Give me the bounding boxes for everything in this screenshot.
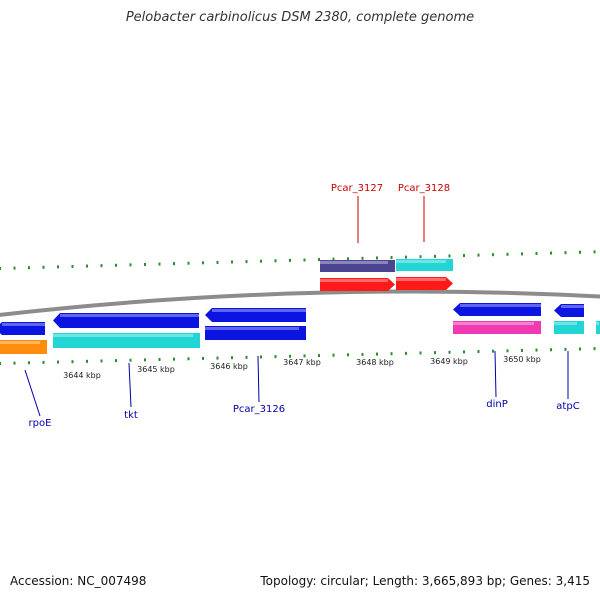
feature-pcar-3127-top-highlight [320, 261, 388, 264]
feature-dinp-highlight [460, 304, 541, 307]
gene-features [0, 259, 600, 354]
gene-label-atpc[interactable]: atpC [556, 401, 579, 412]
outer-tick-track [0, 250, 596, 270]
feature-rpoe-highlight [2, 323, 45, 326]
leader-rpoe [24, 369, 41, 417]
kbp-label-3646: 3646 kbp [210, 362, 248, 371]
feature-rpoe-inner-highlight [0, 341, 40, 344]
feature-pcar-3127[interactable] [320, 278, 395, 291]
gene-label-leaders [24, 196, 569, 417]
feature-dinp[interactable] [453, 303, 541, 316]
feature-tkt-inner[interactable] [53, 333, 200, 348]
gene-label-tkt[interactable]: tkt [124, 410, 138, 421]
feature-tkt-highlight [60, 314, 199, 317]
feature-atpc[interactable] [554, 304, 584, 317]
kbp-label-3650: 3650 kbp [503, 355, 541, 364]
gene-label-dinp[interactable]: dinP [486, 399, 508, 410]
leader-tkt [128, 362, 132, 408]
feature-pcar-3126-inner-highlight [205, 327, 299, 330]
genome-summary-text: Topology: circular; Length: 3,665,893 bp… [260, 574, 590, 588]
feature-pcar-3126-inner[interactable] [205, 326, 306, 340]
feature-edge-inner[interactable] [596, 321, 600, 334]
genome-title: Pelobacter carbinolicus DSM 2380, comple… [125, 10, 475, 25]
feature-dinp-inner-highlight [453, 322, 534, 325]
feature-pcar-3128-highlight [396, 278, 446, 281]
gene-label-pcar-3127[interactable]: Pcar_3127 [331, 183, 383, 194]
feature-pcar-3128-top[interactable] [396, 259, 453, 271]
leader-pcar-3126 [257, 355, 260, 403]
feature-tkt-inner-highlight [53, 334, 193, 337]
feature-pcar-3126[interactable] [205, 308, 306, 322]
feature-rpoe[interactable] [0, 322, 45, 335]
feature-atpc-inner-highlight [554, 322, 577, 325]
feature-dinp-inner[interactable] [453, 321, 541, 334]
feature-tkt[interactable] [53, 313, 199, 328]
gene-label-rpoe[interactable]: rpoE [29, 418, 52, 429]
feature-pcar-3126-highlight [212, 309, 306, 312]
feature-pcar-3128-top-highlight [396, 260, 446, 263]
kbp-label-3648: 3648 kbp [356, 358, 394, 367]
kbp-label-3645: 3645 kbp [137, 365, 175, 374]
gene-label-pcar-3126[interactable]: Pcar_3126 [233, 404, 285, 415]
feature-pcar-3127-top[interactable] [320, 260, 395, 272]
kbp-scale-labels: 3644 kbp 3645 kbp 3646 kbp 3647 kbp 3648… [63, 355, 541, 380]
kbp-label-3644: 3644 kbp [63, 371, 101, 380]
feature-rpoe-inner[interactable] [0, 340, 47, 354]
feature-atpc-inner[interactable] [554, 321, 584, 334]
feature-atpc-highlight [561, 305, 584, 308]
kbp-label-3647: 3647 kbp [283, 358, 321, 367]
feature-edge-inner-highlight [596, 322, 599, 325]
feature-pcar-3127-highlight [320, 279, 388, 282]
leader-dinp [494, 350, 497, 398]
genome-backbone [0, 289, 600, 317]
accession-text: Accession: NC_007498 [10, 574, 147, 588]
kbp-label-3649: 3649 kbp [430, 357, 468, 366]
gene-label-pcar-3128[interactable]: Pcar_3128 [398, 183, 450, 194]
gene-labels: Pcar_3127 Pcar_3128 rpoE tkt Pcar_3126 d… [29, 183, 580, 429]
inner-tick-track [0, 347, 596, 365]
feature-pcar-3128[interactable] [396, 277, 453, 290]
